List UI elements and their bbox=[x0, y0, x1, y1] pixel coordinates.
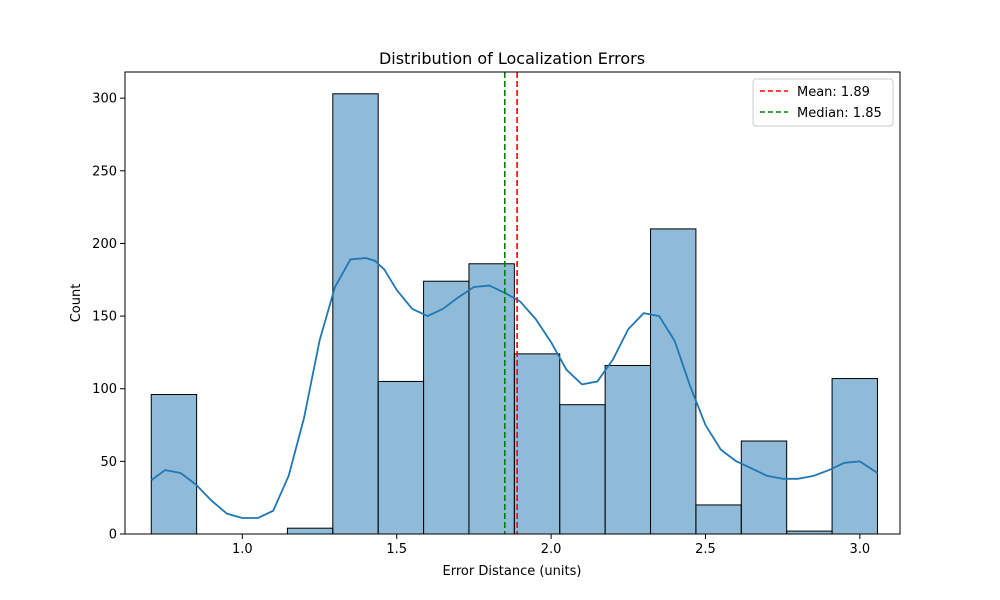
y-tick-label: 300 bbox=[92, 92, 117, 107]
x-tick-label: 3.0 bbox=[850, 542, 871, 557]
histogram-bar-0 bbox=[150, 394, 198, 535]
chart-title: Distribution of Localization Errors bbox=[379, 49, 645, 68]
y-tick-label: 250 bbox=[92, 164, 117, 179]
histogram-bar-12 bbox=[695, 504, 742, 535]
histogram-bar-8 bbox=[513, 353, 561, 535]
legend-median-label: Median: 1.85 bbox=[797, 106, 882, 121]
histogram-bar-3 bbox=[286, 527, 334, 535]
histogram-bar-5 bbox=[377, 380, 425, 535]
y-tick-label: 200 bbox=[92, 237, 117, 252]
y-tick-label: 50 bbox=[100, 455, 117, 470]
y-tick-label: 150 bbox=[92, 310, 117, 325]
histogram-bar-4 bbox=[332, 93, 379, 535]
x-axis-label: Error Distance (units) bbox=[443, 564, 582, 579]
histogram-bar-13 bbox=[740, 440, 788, 535]
x-tick-label: 1.5 bbox=[386, 542, 407, 557]
y-axis-label: Count bbox=[69, 284, 84, 323]
histogram-bar-6 bbox=[423, 280, 470, 535]
x-tick-label: 1.0 bbox=[232, 542, 253, 557]
legend: Mean: 1.89 Median: 1.85 bbox=[752, 78, 894, 127]
histogram-bar-10 bbox=[604, 364, 652, 535]
y-axis: 0 50 100 150 200 250 300 bbox=[92, 92, 125, 543]
plot-frame bbox=[124, 71, 901, 535]
histogram-bar-9 bbox=[559, 404, 606, 535]
x-axis: 1.0 1.5 2.0 2.5 3.0 bbox=[232, 534, 870, 557]
bars-layer bbox=[150, 93, 878, 535]
x-tick-label: 2.0 bbox=[541, 542, 562, 557]
y-tick-label: 100 bbox=[92, 382, 117, 397]
x-tick-label: 2.5 bbox=[695, 542, 716, 557]
legend-mean-label: Mean: 1.89 bbox=[797, 85, 870, 100]
histogram-bar-7 bbox=[468, 263, 515, 535]
y-tick-label: 0 bbox=[109, 528, 117, 543]
histogram-bar-15 bbox=[831, 378, 878, 535]
reference-lines-layer bbox=[503, 72, 518, 534]
